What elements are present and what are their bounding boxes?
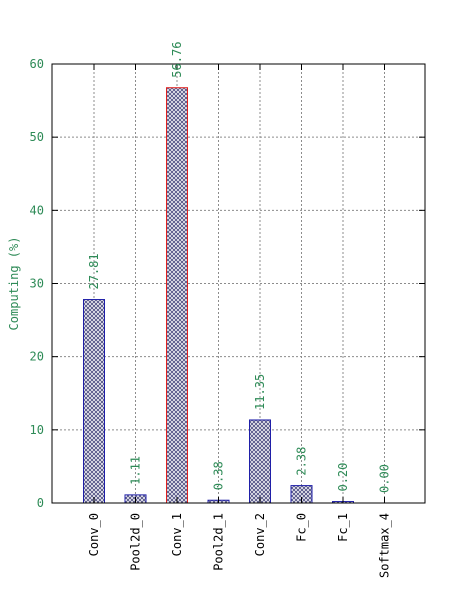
y-tick-label: 60 [30,57,44,71]
bars [83,87,395,504]
y-tick-label: 50 [30,130,44,144]
data-label: 1.11 [129,456,143,485]
bar-conv-1 [166,87,188,504]
y-tick-label: 30 [30,277,44,291]
bar-conv-2 [249,419,271,504]
category-label: Softmax_4 [378,513,392,578]
data-label: 0.00 [378,464,392,493]
data-label: 56.76 [170,42,184,78]
data-label: 0.20 [336,463,350,492]
data-label: 27.81 [87,253,101,289]
bar-conv-0 [83,299,105,504]
y-tick-label: 10 [30,423,44,437]
category-label: Conv_1 [170,513,184,556]
grid-lines [52,64,425,503]
category-labels: Conv_0 Pool2d_0 Conv_1 Pool2d_1 Conv_2 Fc_0 Fc… [87,513,392,578]
category-label: Pool2d_0 [129,513,143,571]
y-tick-label: 20 [30,350,44,364]
category-label: Conv_0 [87,513,101,556]
y-axis-label: Computing (%) [7,237,21,331]
data-label: 11.35 [253,374,267,410]
category-label: Fc_0 [295,513,309,542]
category-label: Conv_2 [253,513,267,556]
data-label: 0.38 [212,461,226,490]
y-tick-label: 0 [37,496,44,510]
category-label: Fc_1 [336,513,350,542]
category-label: Pool2d_1 [212,513,226,571]
axis-ticks: 0 10 20 30 40 50 60 [30,57,425,510]
data-label: 2.38 [295,447,309,476]
y-tick-label: 40 [30,203,44,217]
data-labels: 27.81 1.11 56.76 0.38 11.35 2.38 0.20 0.00 [87,42,392,493]
